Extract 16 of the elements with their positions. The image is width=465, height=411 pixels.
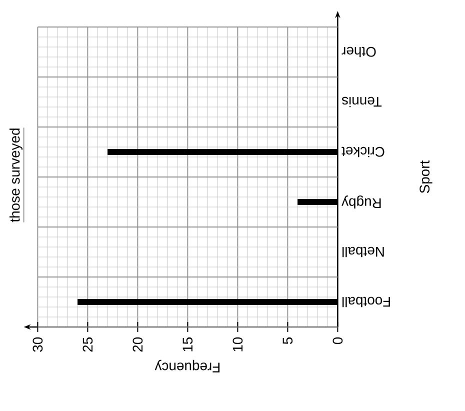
- y-tick-label: Tennis: [342, 96, 382, 108]
- y-tick-label: Rugby: [342, 196, 381, 209]
- x-tick-label: 10: [232, 337, 243, 352]
- x-tick-label: 30: [32, 337, 43, 352]
- y-tick-label: Cricket: [342, 146, 384, 158]
- x-tick-label: 20: [132, 337, 143, 352]
- y-tick-label: Netball: [342, 246, 384, 258]
- x-tick-label: 0: [332, 337, 343, 344]
- x-axis-title: Frequency: [154, 360, 220, 372]
- x-tick-label: 25: [82, 337, 93, 352]
- text: those surveyed: [10, 128, 23, 222]
- x-tick-label: 5: [282, 337, 293, 344]
- y-tick-label: Football: [342, 296, 390, 308]
- y-tick-label: Other: [342, 46, 376, 58]
- y-axis-title: Sport: [420, 160, 432, 194]
- x-tick-label: 15: [182, 337, 193, 352]
